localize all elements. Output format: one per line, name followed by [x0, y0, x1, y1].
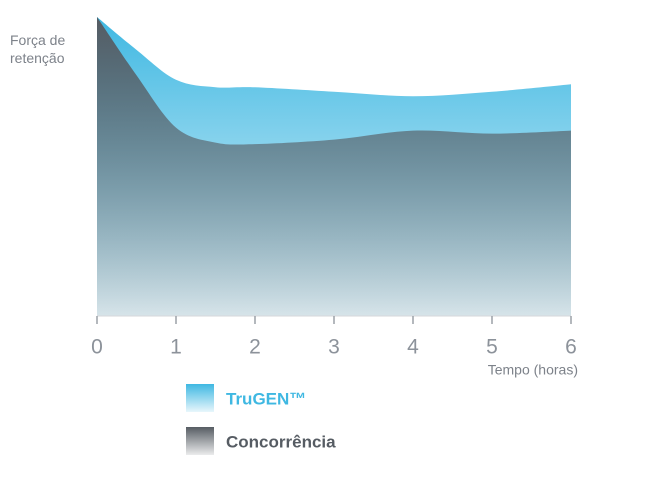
legend-swatch [186, 427, 214, 455]
legend-label: TruGEN™ [226, 389, 306, 408]
x-tick-label: 2 [249, 336, 261, 359]
x-tick-label: 6 [565, 336, 577, 359]
x-tick-label: 3 [328, 336, 340, 359]
legend-swatch [186, 384, 214, 412]
x-tick-label: 0 [91, 336, 103, 359]
legend-label: Concorrência [226, 432, 336, 451]
x-tick-label: 5 [486, 336, 498, 359]
x-axis-label: Tempo (horas) [488, 362, 578, 378]
y-axis-label: Força de retenção [10, 32, 66, 66]
area [97, 17, 571, 316]
x-tick-label: 4 [407, 336, 419, 359]
x-tick-label: 1 [170, 336, 182, 359]
